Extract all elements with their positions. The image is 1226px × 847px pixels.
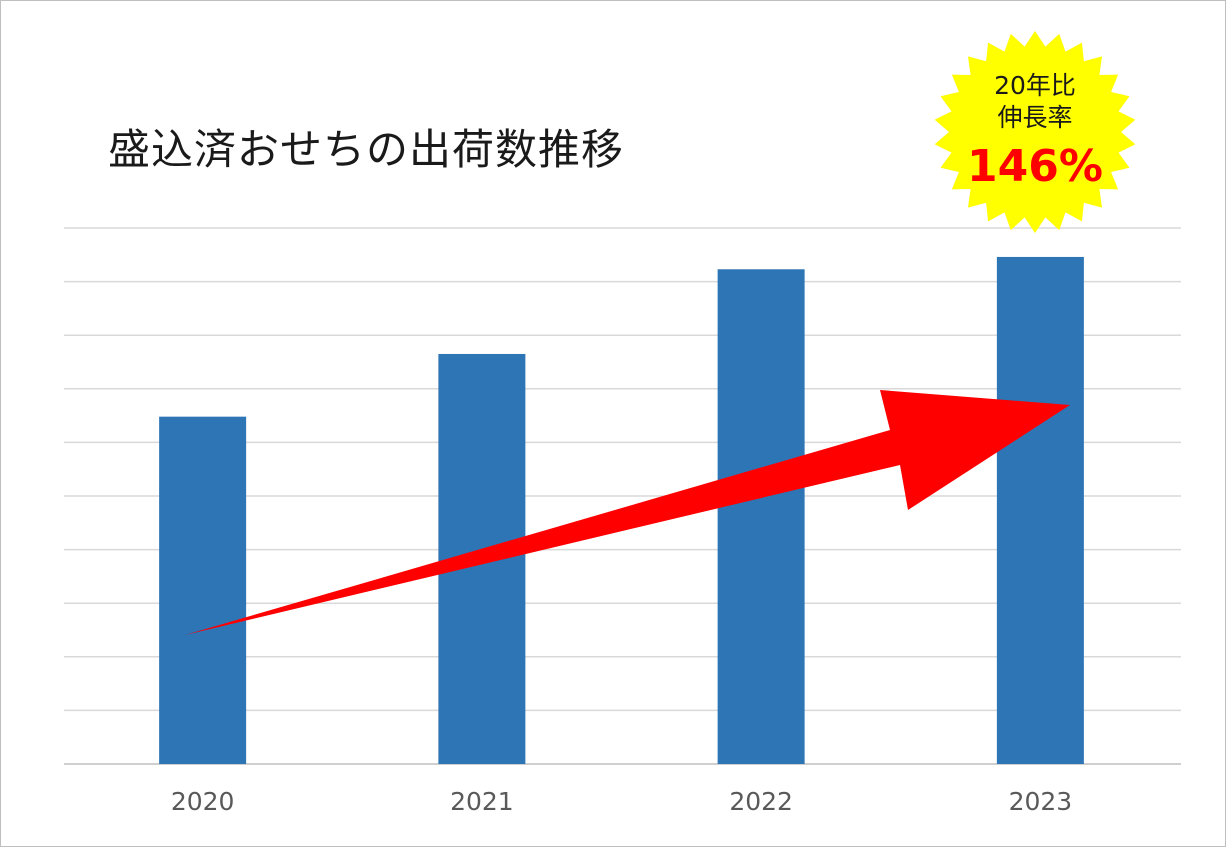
growth-callout-badge: 20年比 伸長率 146%	[933, 30, 1137, 234]
callout-text: 20年比 伸長率 146%	[933, 30, 1137, 234]
x-tick-label-2022: 2022	[729, 787, 793, 816]
x-tick-label-2020: 2020	[171, 787, 235, 816]
bar-2023	[996, 256, 1084, 764]
x-tick-label-2021: 2021	[450, 787, 514, 816]
callout-line2: 伸長率	[997, 103, 1073, 132]
callout-line1: 20年比	[994, 71, 1076, 100]
bar-2022	[717, 269, 805, 764]
starburst-polygon	[934, 31, 1136, 233]
gridlines	[64, 227, 1181, 765]
x-tick-label-2023: 2023	[1009, 787, 1073, 816]
chart-title: 盛込済おせちの出荷数推移	[108, 125, 625, 174]
starburst-shape	[934, 31, 1136, 233]
bar-2020	[159, 416, 247, 764]
callout-value: 146%	[967, 141, 1103, 192]
x-tick-labels: 2020 2021 2022 2023	[171, 787, 1072, 816]
trend-arrow	[185, 390, 1070, 635]
